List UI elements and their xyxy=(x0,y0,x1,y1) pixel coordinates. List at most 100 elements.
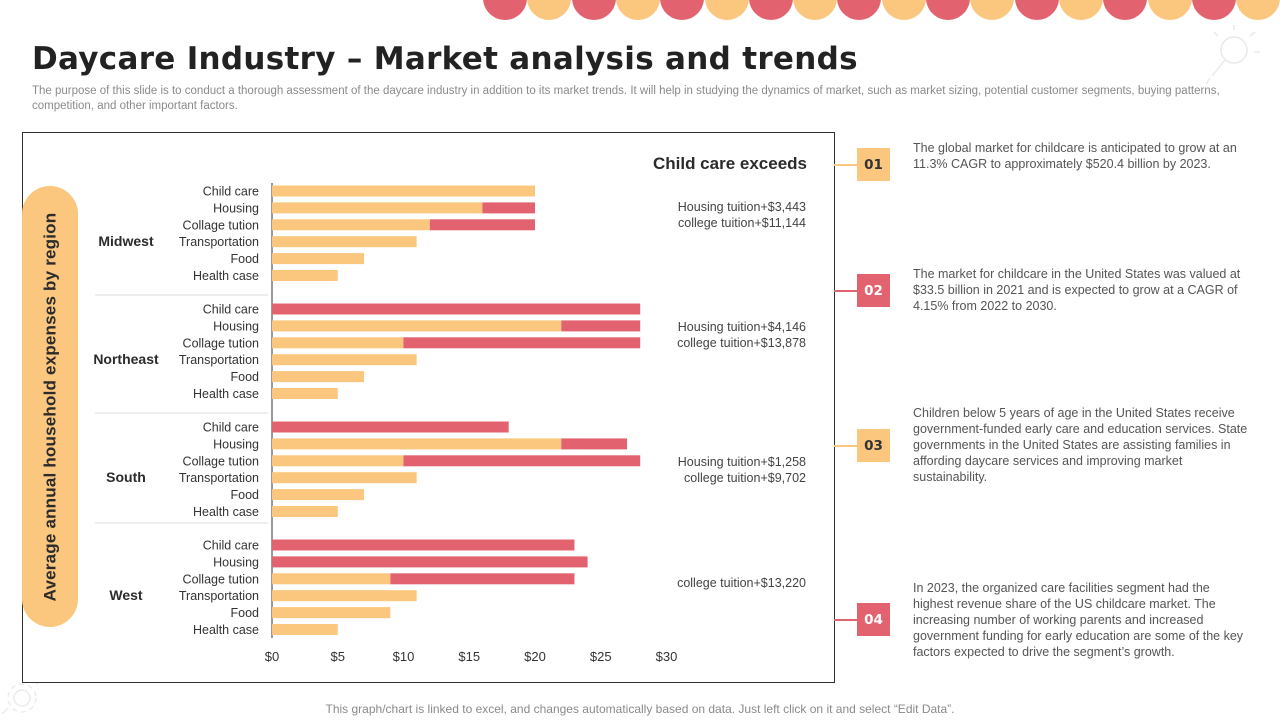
x-tick-label: $10 xyxy=(393,649,415,664)
connector-line xyxy=(834,290,858,292)
bar-light xyxy=(272,472,417,484)
midwest-exceeds-note: Housing tuition+$3,443 college tuition+$… xyxy=(640,199,806,231)
category-label: Housing xyxy=(213,201,259,215)
note-line: college tuition+$9,702 xyxy=(684,471,806,485)
decorative-dot xyxy=(837,0,882,20)
insight-text: Children below 5 years of age in the Uni… xyxy=(913,406,1248,484)
insight-badge: 04 xyxy=(857,603,890,636)
category-label: Housing xyxy=(213,437,259,451)
category-label: Collage tution xyxy=(183,218,259,232)
note-line: college tuition+$13,878 xyxy=(677,336,806,350)
category-label: Health case xyxy=(193,505,259,519)
bar-light xyxy=(272,624,338,635)
bar-light xyxy=(272,489,365,501)
x-tick-label: $5 xyxy=(331,649,345,664)
category-label: Health case xyxy=(193,623,259,637)
insight-text: The market for childcare in the United S… xyxy=(913,267,1241,313)
category-label: Child care xyxy=(203,185,259,199)
category-label: Health case xyxy=(193,269,259,283)
insight-badge: 01 xyxy=(857,148,890,181)
category-label: Food xyxy=(231,370,260,384)
bar-dark xyxy=(272,421,509,433)
category-label: Transportation xyxy=(179,353,259,367)
connector-line xyxy=(834,619,858,621)
region-label-midwest: Midwest xyxy=(98,233,154,249)
footer-note: This graph/chart is linked to excel, and… xyxy=(325,702,955,716)
bar-light xyxy=(272,455,404,467)
insight-03: 03 Children below 5 years of age in the … xyxy=(834,406,1264,484)
bar-dark xyxy=(272,303,641,315)
category-label: Food xyxy=(231,252,260,266)
decorative-dot xyxy=(793,0,838,20)
bar-light xyxy=(272,388,338,399)
note-line: college tuition+$11,144 xyxy=(678,216,806,230)
note-line: Housing tuition+$3,443 xyxy=(677,200,806,214)
category-label: Housing xyxy=(213,319,259,333)
expenses-bar-chart[interactable]: Midwest Child care Housing Collage tution Tr… xyxy=(23,133,836,684)
category-label: Child care xyxy=(203,539,259,553)
insight-04: 04 In 2023, the organized care facilitie… xyxy=(834,581,1264,659)
child-care-exceeds-title: Child care exceeds xyxy=(652,154,807,173)
y-axis-label-pill xyxy=(22,186,78,627)
decorative-dot xyxy=(483,0,527,20)
decorative-dot xyxy=(1191,0,1236,20)
category-label: Health case xyxy=(193,387,259,401)
insight-text: In 2023, the organized care facilities s… xyxy=(913,581,1244,659)
bar-light xyxy=(272,253,365,265)
region-label-south: South xyxy=(106,469,146,485)
decorative-dot xyxy=(970,0,1015,20)
connector-line xyxy=(834,445,858,447)
bar-dark xyxy=(272,539,575,551)
decorative-dot xyxy=(1236,0,1280,20)
bar-light xyxy=(272,607,391,619)
category-label: Transportation xyxy=(179,471,259,485)
category-label: Food xyxy=(231,488,260,502)
bar-light xyxy=(272,573,391,585)
y-axis-label-wrapper: Average annual household expenses by reg… xyxy=(22,186,78,627)
bar-dark xyxy=(272,556,588,568)
insight-badge: 02 xyxy=(857,274,890,307)
bar-light xyxy=(272,185,535,197)
decorative-dot xyxy=(881,0,926,20)
decorative-dot xyxy=(615,0,660,20)
bar-dark xyxy=(561,438,628,450)
category-label: Child care xyxy=(203,421,259,435)
bar-light xyxy=(272,219,430,231)
x-tick-label: $15 xyxy=(458,649,480,664)
region-label-west: West xyxy=(109,587,143,603)
insight-02: 02 The market for childcare in the Unite… xyxy=(834,267,1264,314)
category-label: Food xyxy=(231,606,260,620)
decorative-dot xyxy=(1147,0,1192,20)
note-line: college tuition+$13,220 xyxy=(677,576,806,590)
bar-dark xyxy=(561,320,641,332)
south-exceeds-note: Housing tuition+$1,258 college tuition+$… xyxy=(640,454,806,486)
region-label-northeast: Northeast xyxy=(93,351,159,367)
decorative-dot xyxy=(660,0,705,20)
decorative-dot xyxy=(748,0,793,20)
west-exceeds-note: college tuition+$13,220 xyxy=(640,575,806,591)
bar-dark xyxy=(482,202,535,214)
x-tick-label: $25 xyxy=(590,649,612,664)
category-label: Collage tution xyxy=(183,454,259,468)
page-subtitle: The purpose of this slide is to conduct … xyxy=(32,85,1220,112)
decorative-top-border xyxy=(0,0,1280,22)
category-label: Collage tution xyxy=(183,572,259,586)
note-line: Housing tuition+$4,146 xyxy=(677,320,806,334)
x-tick-label: $30 xyxy=(656,649,678,664)
category-label: Transportation xyxy=(179,235,259,249)
magnifier-decoration-icon xyxy=(1205,25,1260,85)
category-label: Transportation xyxy=(179,589,259,603)
bar-light xyxy=(272,371,365,383)
bar-dark xyxy=(429,219,535,231)
bar-light xyxy=(272,270,338,281)
insight-01: 01 The global market for childcare is an… xyxy=(834,141,1264,188)
bar-dark xyxy=(403,455,641,467)
bar-light xyxy=(272,506,338,517)
decorative-dot xyxy=(1103,0,1148,20)
chart-frame[interactable]: Midwest Child care Housing Collage tution Tr… xyxy=(22,132,835,683)
bar-dark xyxy=(390,573,575,585)
bar-dark xyxy=(403,337,641,349)
bar-light xyxy=(272,438,562,450)
note-line: Housing tuition+$1,258 xyxy=(677,455,806,469)
decorative-dot xyxy=(1014,0,1059,20)
